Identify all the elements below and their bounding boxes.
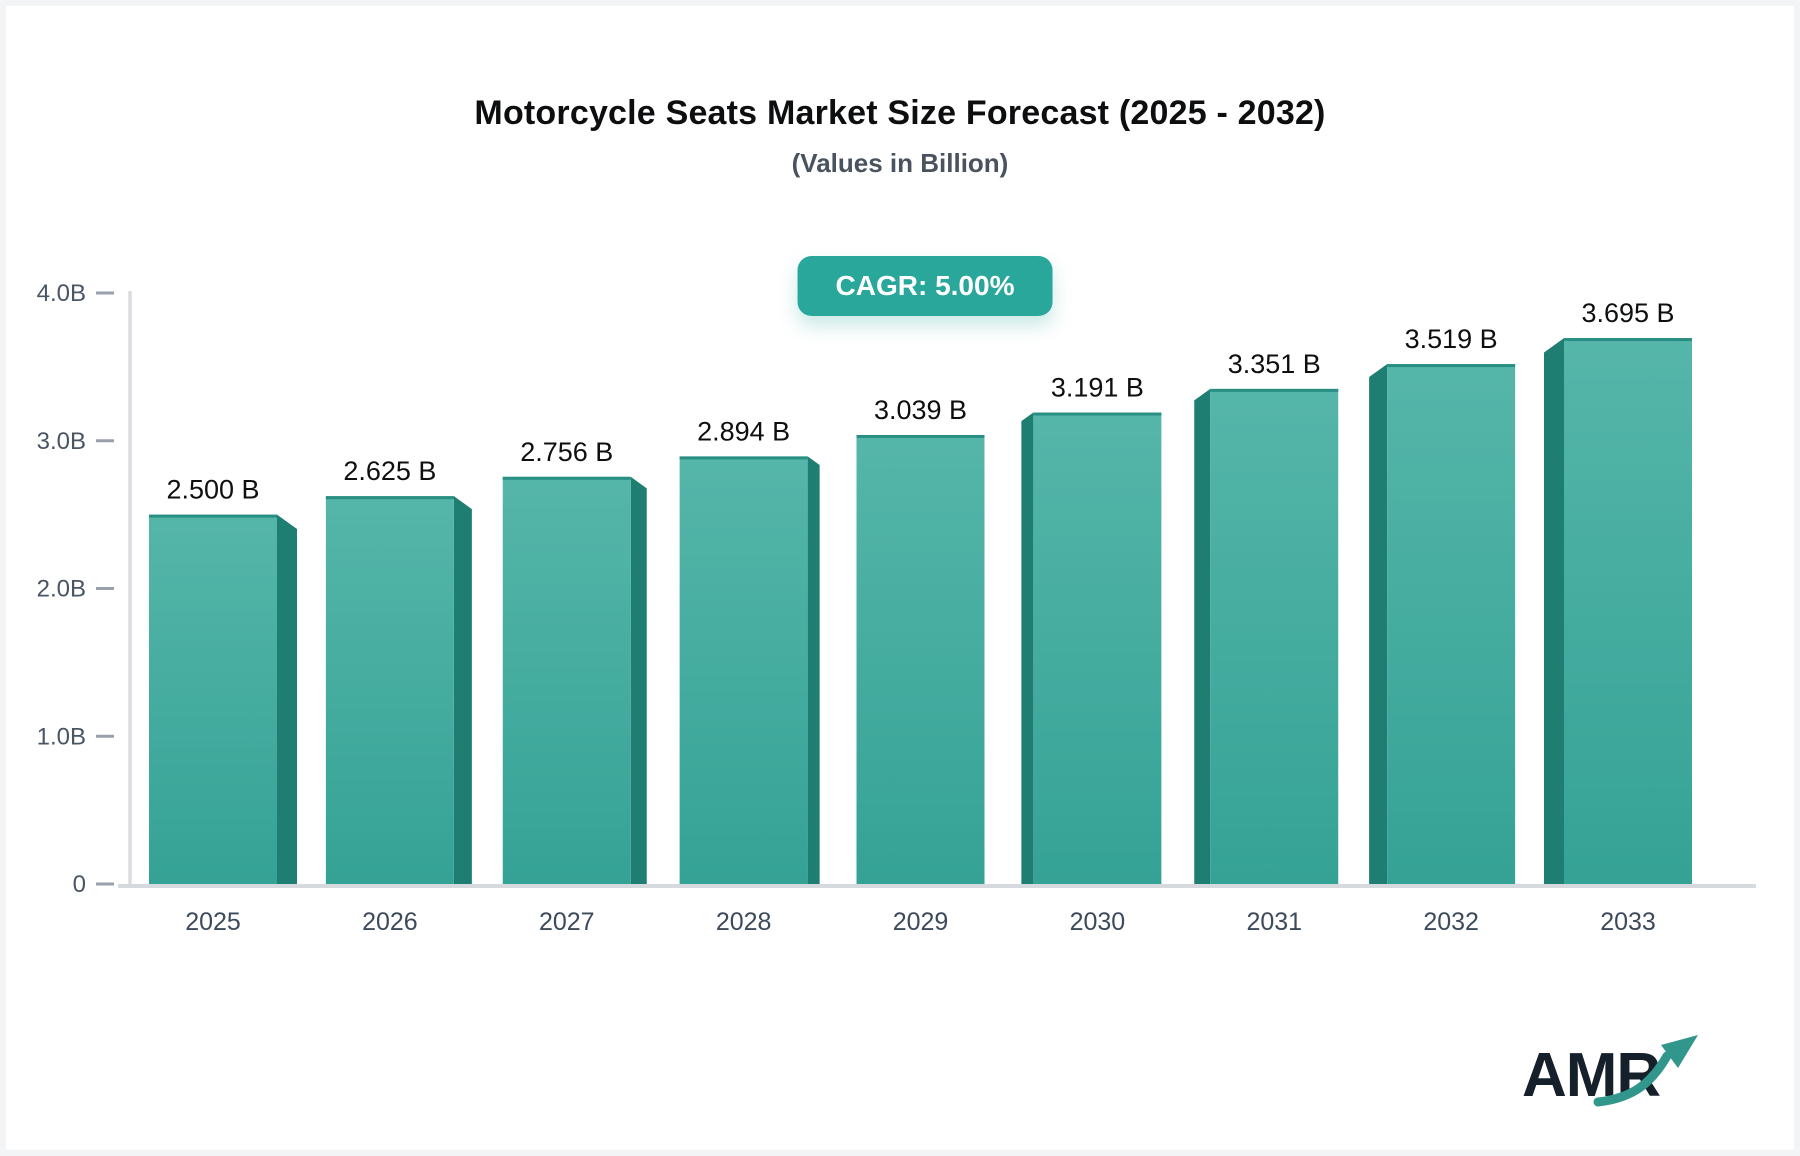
bar-side-face (277, 514, 297, 884)
bar-value-label: 3.695 B (1581, 298, 1674, 328)
y-tick-label: 2.0B (37, 576, 86, 603)
cagr-badge: CAGR: 5.00% (797, 256, 1053, 316)
bar-front-face (1564, 338, 1692, 885)
bar-front-face (325, 496, 454, 884)
bar-top-edge (1387, 364, 1516, 368)
x-axis-label: 2032 (1423, 908, 1479, 936)
bar-value-label: 2.625 B (343, 456, 436, 486)
bar-value-label: 3.519 B (1405, 324, 1498, 354)
bar-value-label: 2.894 B (697, 416, 790, 446)
bar-2032: 3.519 B 2032 (1369, 324, 1516, 936)
bar-2025: 2.500 B 2025 (149, 475, 297, 936)
bar-side-face (1021, 412, 1034, 884)
chart-title: Motorcycle Seats Market Size Forecast (2… (474, 94, 1326, 132)
x-axis-label: 2033 (1600, 908, 1656, 936)
bar-2033: 3.695 B 2033 (1544, 298, 1692, 936)
x-axis-label: 2027 (539, 908, 595, 936)
bar-2030: 3.191 B 2030 (1021, 373, 1162, 936)
bar-top-edge (325, 496, 454, 500)
bar-value-label: 3.351 B (1228, 349, 1321, 379)
bar-side-face (1544, 338, 1564, 885)
amr-logo-text: AMR (1522, 1041, 1660, 1110)
bar-front-face (149, 514, 277, 884)
y-tick-label: 1.0B (37, 723, 86, 750)
x-axis-label: 2031 (1246, 908, 1302, 936)
bar-2027: 2.756 B 2027 (502, 437, 647, 936)
x-axis-label: 2030 (1070, 908, 1126, 936)
x-axis-label: 2028 (716, 908, 772, 936)
bar-top-edge (679, 456, 808, 460)
bar-front-face (502, 476, 631, 884)
x-axis-label: 2026 (362, 908, 418, 936)
bar-value-label: 2.500 B (166, 475, 259, 505)
chart-subtitle: (Values in Billion) (791, 148, 1009, 178)
bar-2026: 2.625 B 2026 (325, 456, 472, 936)
y-tick-label: 4.0B (37, 280, 86, 307)
x-axis-label: 2029 (893, 908, 949, 936)
bar-top-edge (502, 476, 631, 480)
bar-side-face (1369, 364, 1388, 884)
bar-top-edge (1033, 412, 1162, 416)
amr-logo-graphic: AMR (1522, 1035, 1698, 1110)
logo-arrow-head-icon (1661, 1035, 1698, 1068)
bar-front-face (679, 456, 808, 884)
bar-side-face (453, 496, 472, 884)
bar-value-label: 3.039 B (874, 395, 967, 425)
logo-arrow-swoosh (1593, 1051, 1672, 1107)
bar-side-face (1194, 388, 1211, 884)
bar-value-label: 2.756 B (520, 437, 613, 467)
bar-front-face (1033, 412, 1162, 884)
y-tick-label: 3.0B (37, 428, 86, 455)
bar-top-edge (856, 434, 985, 438)
bar-2031: 3.351 B 2031 (1194, 349, 1339, 936)
bar-top-edge (1564, 338, 1692, 342)
bar-front-face (1210, 388, 1339, 884)
y-tick-label: 0 (73, 871, 86, 898)
bar-side-face (807, 456, 820, 884)
bar-top-edge (149, 514, 277, 518)
bar-front-face (856, 434, 985, 884)
bar-2028: 2.894 B 2028 (679, 416, 820, 936)
bar-2029: 3.039 B 2029 (856, 395, 985, 936)
bar-top-edge (1210, 388, 1339, 392)
bar-front-face (1387, 364, 1516, 884)
amr-logo: AMR (1500, 1014, 1740, 1129)
x-axis-label: 2025 (185, 908, 241, 936)
bar-side-face (630, 476, 647, 884)
bar-value-label: 3.191 B (1051, 373, 1144, 403)
